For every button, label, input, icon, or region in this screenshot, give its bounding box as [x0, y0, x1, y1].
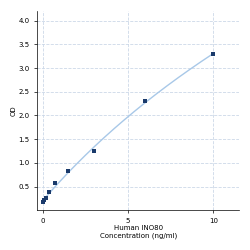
Point — [53, 181, 57, 185]
X-axis label: Human INO80
Concentration (ng/ml): Human INO80 Concentration (ng/ml) — [100, 226, 177, 239]
Y-axis label: OD: OD — [11, 106, 17, 116]
Point — [47, 190, 51, 194]
Point — [211, 52, 215, 56]
Point — [66, 170, 70, 173]
Point — [92, 149, 96, 153]
Point — [44, 196, 48, 200]
Point — [40, 200, 44, 204]
Point — [143, 99, 147, 103]
Point — [42, 198, 46, 202]
